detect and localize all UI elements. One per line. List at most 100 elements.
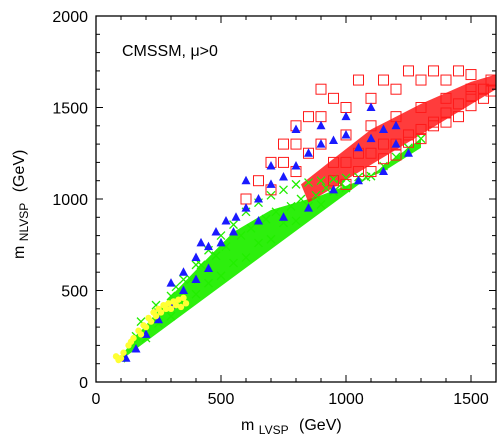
data-point — [340, 178, 352, 190]
data-point — [266, 234, 276, 244]
data-point — [391, 120, 401, 130]
data-point — [329, 174, 338, 184]
data-point — [390, 83, 402, 95]
data-point — [316, 176, 326, 186]
data-point — [415, 74, 427, 86]
x-axis-label: m LVSP (GeV) — [241, 417, 342, 438]
data-point — [415, 133, 427, 145]
data-point — [216, 271, 226, 281]
data-point — [211, 251, 221, 261]
data-point — [211, 226, 221, 236]
data-point — [191, 289, 201, 299]
data-point — [291, 161, 301, 170]
data-point — [453, 98, 464, 110]
data-point — [315, 83, 327, 95]
data-point — [403, 136, 414, 148]
axis-ticks — [95, 15, 496, 383]
data-point — [315, 111, 327, 123]
data-point — [127, 338, 135, 345]
x-tick-label: 1000 — [328, 391, 364, 408]
data-point — [365, 147, 377, 159]
data-point — [279, 212, 288, 221]
data-point — [404, 148, 413, 157]
data-point — [152, 312, 160, 320]
data-point — [390, 149, 402, 161]
data-point — [440, 74, 452, 86]
data-point — [154, 314, 163, 324]
data-point — [365, 166, 377, 178]
data-point — [266, 161, 276, 170]
data-point — [465, 69, 477, 81]
data-point — [240, 193, 252, 205]
series-1-square-open — [240, 65, 496, 205]
data-point — [131, 344, 141, 353]
x-axis-label-unit: (GeV) — [299, 417, 342, 434]
data-point — [329, 135, 338, 144]
y-tick-label: 500 — [61, 284, 88, 301]
data-point — [291, 124, 301, 133]
data-point — [366, 102, 376, 111]
green-density-region — [118, 138, 421, 362]
data-point — [204, 263, 213, 273]
data-point — [278, 156, 289, 168]
data-point — [236, 231, 246, 241]
data-point — [246, 223, 256, 233]
data-point — [378, 138, 389, 150]
data-point — [271, 207, 281, 217]
data-point — [379, 124, 388, 133]
data-point — [353, 74, 364, 86]
y-tick-label: 1500 — [52, 101, 88, 118]
y-axis-label-main: m — [11, 246, 28, 259]
data-point — [465, 100, 477, 112]
data-point — [365, 92, 377, 104]
data-point — [440, 116, 452, 128]
data-point — [182, 300, 190, 307]
x-axis-label-main: m — [241, 417, 254, 434]
data-point — [229, 220, 238, 230]
data-point — [391, 139, 401, 148]
data-point — [453, 65, 464, 77]
x-axis-label-sub: LVSP — [259, 423, 289, 437]
series-2-triangle — [121, 102, 413, 362]
data-point — [415, 102, 427, 113]
data-point — [278, 138, 289, 150]
data-point — [191, 252, 201, 262]
x-tick-label: 1500 — [453, 391, 489, 408]
data-point — [328, 92, 339, 104]
data-point — [478, 92, 489, 104]
data-point — [304, 203, 313, 212]
data-point — [329, 184, 338, 194]
data-point — [253, 175, 264, 187]
y-axis-label-sub: NLVSP — [17, 203, 31, 241]
data-point — [290, 138, 302, 150]
data-point — [304, 178, 313, 187]
data-point — [428, 65, 439, 77]
data-point — [279, 185, 288, 195]
data-point — [291, 179, 301, 189]
y-tick-label: 0 — [79, 375, 88, 392]
data-point — [115, 356, 122, 364]
data-point — [340, 102, 352, 113]
data-point — [177, 303, 185, 311]
data-point — [216, 237, 226, 247]
data-point — [415, 123, 427, 135]
data-point — [378, 74, 389, 86]
data-point — [379, 166, 388, 176]
data-point — [254, 215, 263, 225]
data-point — [179, 285, 188, 294]
y-tick-label: 2000 — [52, 9, 88, 26]
data-point — [465, 83, 477, 95]
data-point — [204, 278, 213, 288]
data-point — [120, 349, 127, 356]
data-point — [279, 172, 288, 181]
data-point — [366, 133, 376, 143]
data-point — [142, 323, 150, 331]
data-point — [179, 267, 188, 276]
data-point — [365, 120, 377, 132]
data-point — [167, 305, 175, 312]
y-axis-label: m NLVSP (GeV) — [11, 150, 32, 259]
data-point — [172, 301, 180, 309]
data-point — [304, 148, 313, 157]
data-point — [311, 190, 321, 200]
